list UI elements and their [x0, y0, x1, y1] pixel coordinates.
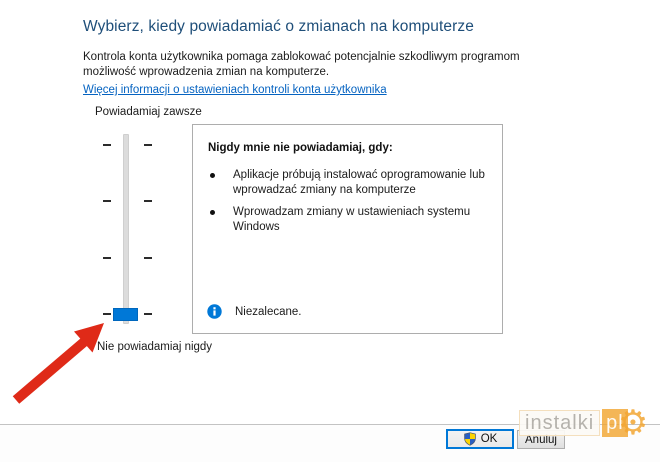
page-title: Wybierz, kiedy powiadamiać o zmianach na… — [83, 18, 474, 35]
ok-button-label: OK — [480, 433, 498, 445]
cancel-button[interactable]: Anuluj — [517, 430, 565, 449]
slider-tick — [103, 313, 111, 315]
more-info-link[interactable]: Więcej informacji o ustawieniach kontrol… — [83, 84, 387, 96]
uac-notification-slider — [98, 128, 156, 328]
description-text: Kontrola konta użytkownika pomaga zablok… — [83, 51, 520, 78]
ok-button[interactable]: OK — [446, 429, 514, 449]
bullet-text: Wprowadzam zmiany w ustawieniach systemu… — [233, 206, 471, 233]
slider-tick — [144, 144, 152, 146]
bullet-icon — [210, 173, 215, 178]
slider-tick — [144, 313, 152, 315]
slider-tick — [144, 257, 152, 259]
red-arrow-annotation — [12, 323, 104, 404]
not-recommended-note: Niezalecane. — [207, 304, 301, 319]
note-text: Niezalecane. — [235, 305, 302, 318]
cancel-button-label: Anuluj — [525, 433, 557, 446]
slider-handle[interactable] — [113, 308, 138, 321]
slider-label-always-notify: Powiadamiaj zawsze — [95, 106, 202, 118]
slider-tick — [103, 257, 111, 259]
uac-shield-icon — [463, 432, 476, 446]
slider-track[interactable] — [123, 134, 129, 324]
slider-tick — [144, 200, 152, 202]
list-item: Aplikacje próbują instalować oprogramowa… — [208, 168, 485, 198]
info-icon — [207, 304, 222, 319]
bullet-icon — [210, 210, 215, 215]
bullet-text: Aplikacje próbują instalować oprogramowa… — [233, 169, 485, 196]
slider-label-never-notify: Nie powiadamiaj nigdy — [97, 341, 213, 353]
slider-tick — [103, 200, 111, 202]
slider-tick — [103, 144, 111, 146]
info-panel: Nigdy mnie nie powiadamiaj, gdy: Aplikac… — [192, 124, 503, 334]
footer-divider — [0, 424, 660, 425]
list-item: Wprowadzam zmiany w ustawieniach systemu… — [208, 205, 478, 235]
info-panel-heading: Nigdy mnie nie powiadamiaj, gdy: — [208, 142, 393, 154]
